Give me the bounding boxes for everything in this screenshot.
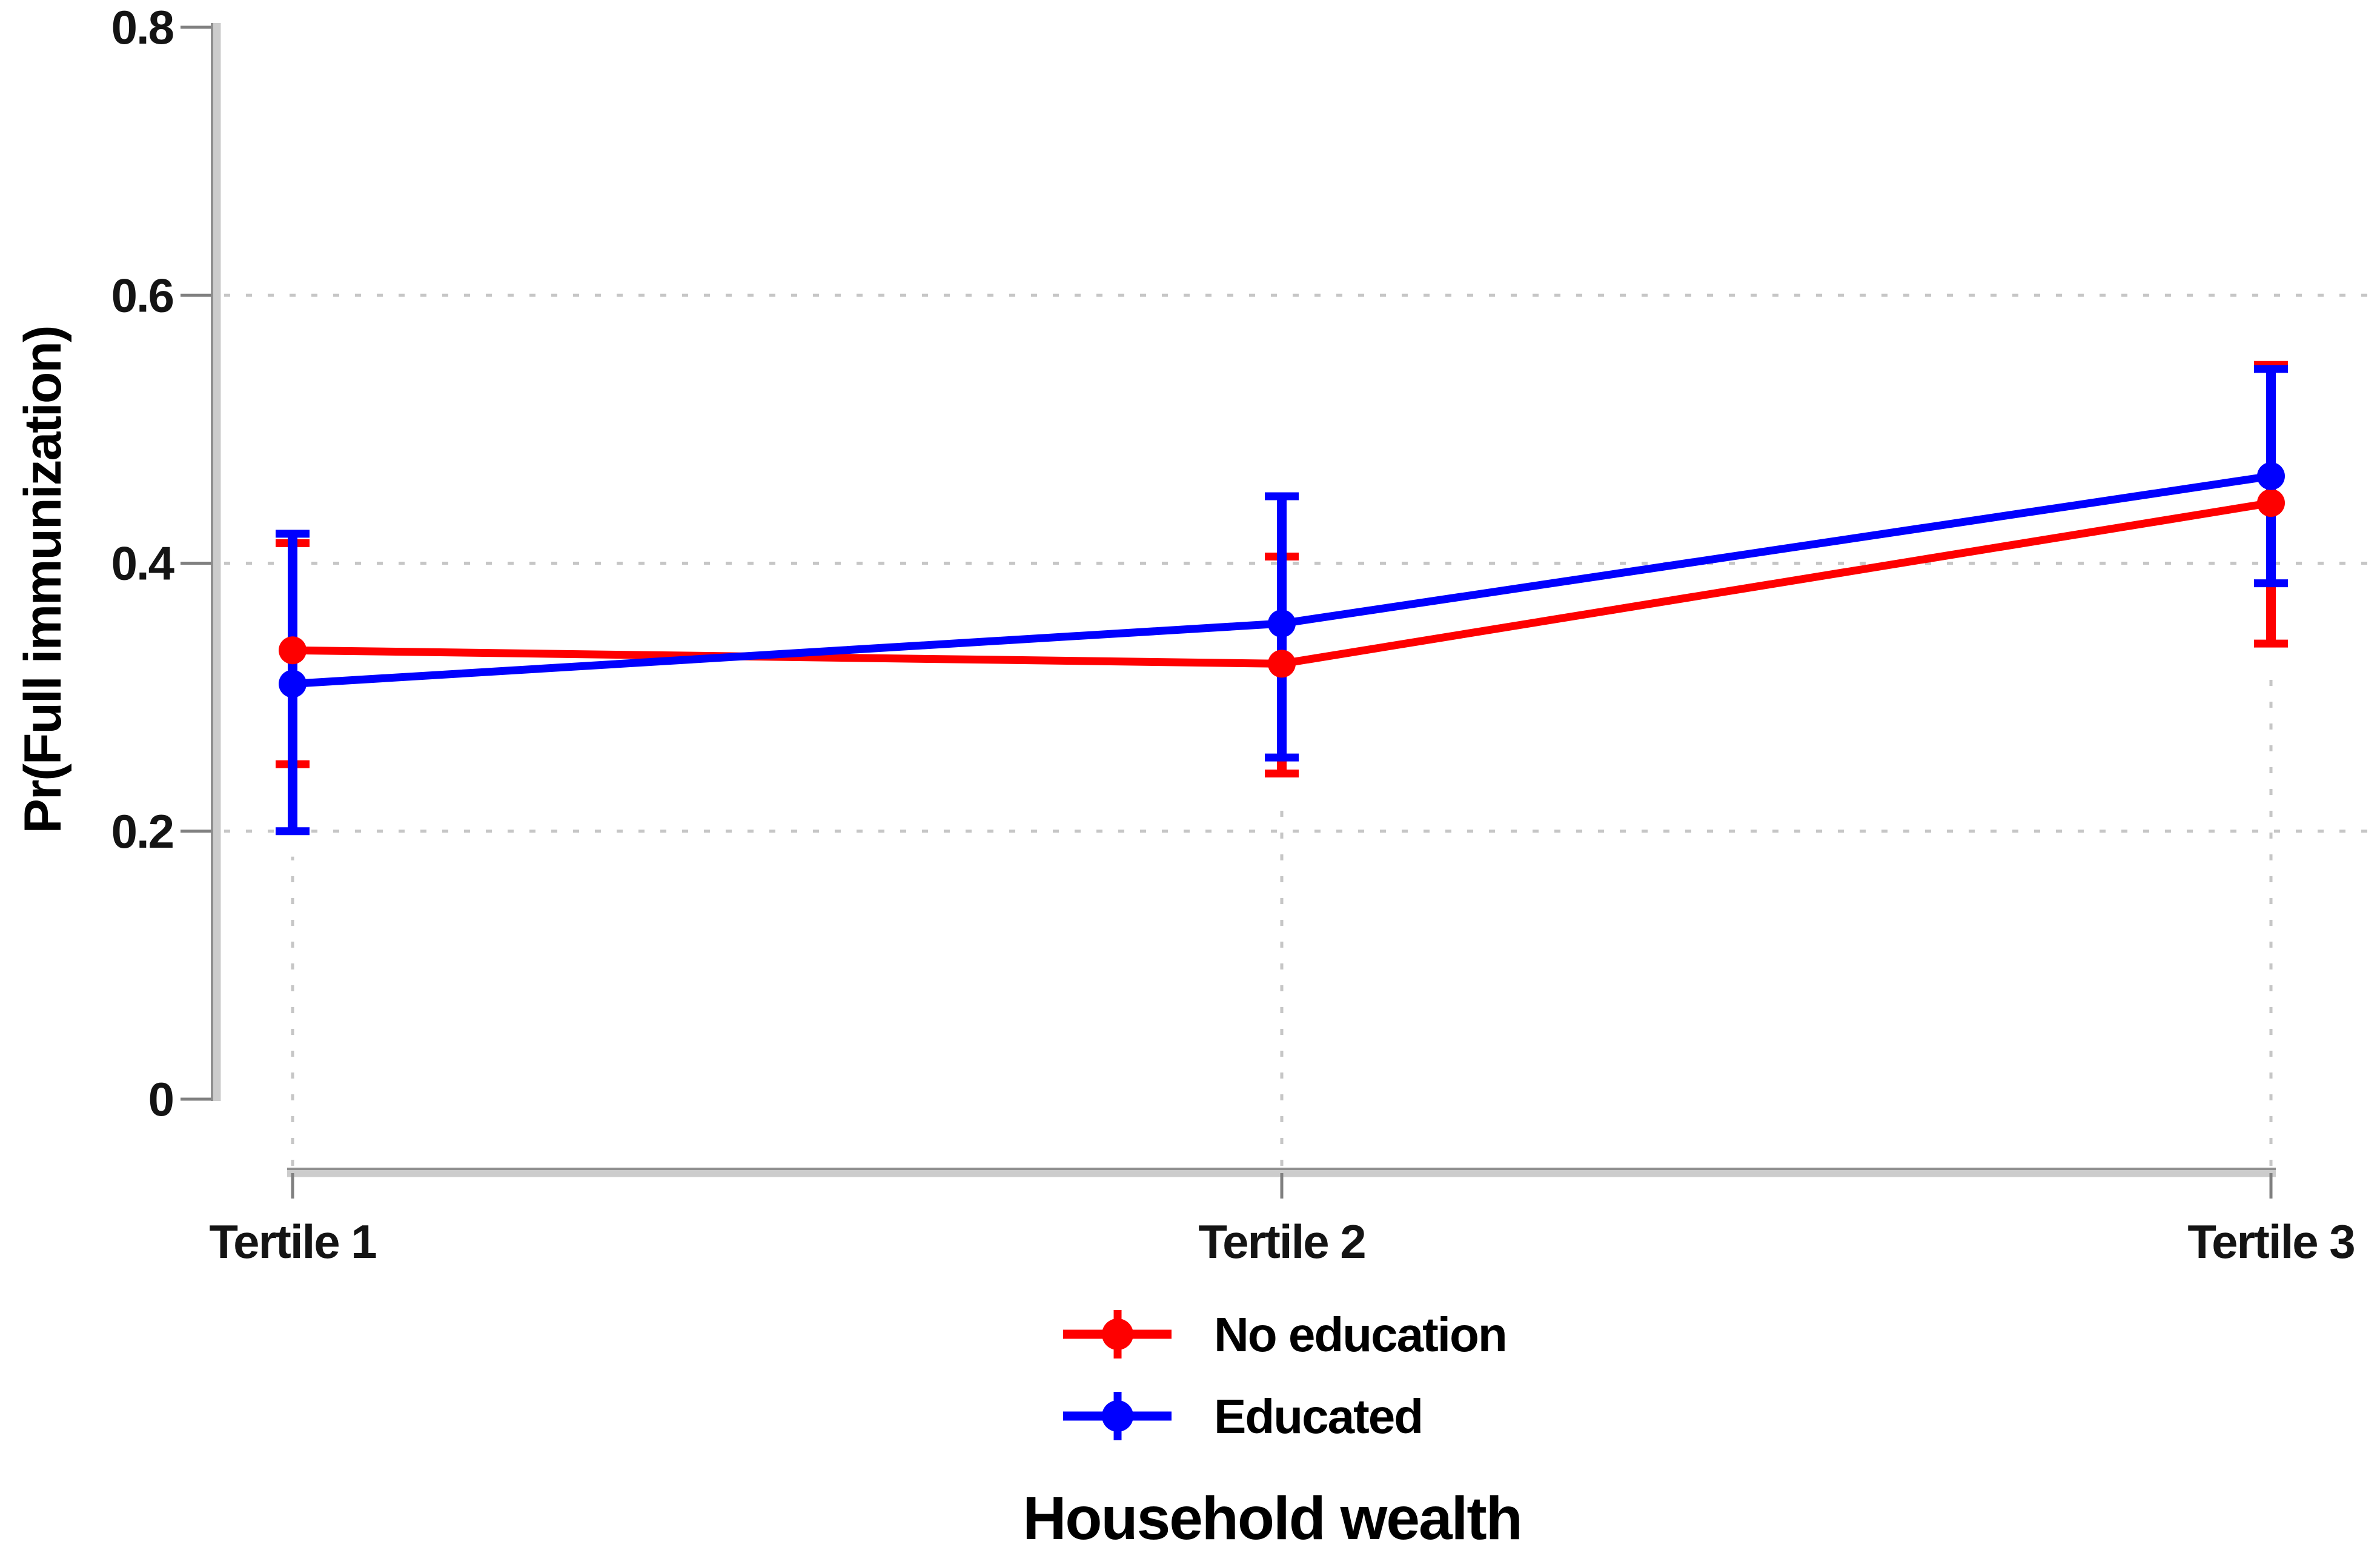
data-point-marker	[279, 636, 307, 665]
series-lines	[279, 462, 2285, 698]
y-tick-label-0.4: 0.4	[111, 537, 174, 590]
x-tick-label-tertile-3: Tertile 3	[2187, 1215, 2354, 1268]
data-point-marker	[1268, 610, 1296, 638]
axes	[211, 23, 2276, 1177]
legend-marker-dot	[1102, 1400, 1133, 1432]
data-point-marker	[279, 670, 307, 698]
legend-marker-dot	[1102, 1319, 1133, 1350]
y-tick-label-0.6: 0.6	[111, 268, 173, 322]
data-point-marker	[1268, 650, 1296, 678]
horizontal-gridlines	[224, 293, 2380, 833]
y-tick-label-0: 0	[148, 1072, 173, 1126]
x-axis-title: Household wealth	[1023, 1485, 1522, 1552]
legend-label-educated: Educated	[1214, 1389, 1422, 1443]
y-tick-label-0.8: 0.8	[111, 1, 173, 54]
legend-item-educated: Educated	[1063, 1389, 1424, 1443]
series-no-education	[279, 488, 2285, 678]
data-point-marker	[2257, 462, 2285, 490]
legend-item-no-education: No education	[1063, 1308, 1508, 1362]
x-axis-ticks: Tertile 1 Tertile 2 Tertile 3	[209, 1173, 2356, 1268]
series-educated	[279, 462, 2285, 698]
legend-label-no-education: No education	[1214, 1308, 1507, 1362]
confidence-intervals	[276, 361, 2288, 836]
x-tick-label-tertile-2: Tertile 2	[1198, 1215, 1365, 1268]
y-axis-ticks: 0 0.2 0.4 0.6 0.8	[111, 1, 211, 1126]
x-tick-label-tertile-1: Tertile 1	[209, 1215, 376, 1268]
legend: No education Educated	[1063, 1308, 1508, 1443]
y-axis-title: Pr(Full immunization)	[14, 326, 72, 833]
vertical-gridlines	[291, 669, 2273, 1166]
data-point-marker	[2257, 488, 2285, 517]
y-tick-label-0.2: 0.2	[111, 805, 173, 858]
